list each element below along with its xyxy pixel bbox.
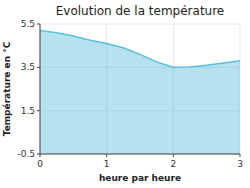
y-tick (37, 67, 40, 68)
y-axis-label: Température en °C (2, 41, 12, 136)
chart: 0 1 2 3 -0.5 1.5 3.5 5.5 Evolution de la tempéra… (0, 0, 250, 188)
x-tick (173, 154, 174, 157)
y-tick-label: 5.5 (21, 19, 35, 29)
y-tick-label: -0.5 (17, 149, 35, 159)
x-axis-label: heure par heure (99, 173, 181, 183)
x-tick-label: 1 (104, 159, 110, 169)
x-tick-label: 3 (237, 159, 243, 169)
y-tick (37, 154, 40, 155)
y-tick (37, 110, 40, 111)
y-tick (37, 24, 40, 25)
y-tick-label: 3.5 (21, 62, 35, 72)
grid-line-y (40, 154, 240, 155)
grid-line-x (40, 24, 41, 154)
plot-area (40, 31, 240, 155)
x-tick (106, 154, 107, 157)
title: Evolution de la température (56, 4, 225, 18)
area (40, 31, 240, 155)
x-tick-label: 0 (37, 159, 43, 169)
x-axis (40, 154, 240, 155)
x-tick (240, 154, 241, 157)
x-tick-label: 2 (170, 159, 176, 169)
grid-line-y (40, 24, 240, 25)
line (40, 31, 240, 68)
y-tick-label: 1.5 (21, 106, 35, 116)
y-axis (40, 24, 41, 154)
